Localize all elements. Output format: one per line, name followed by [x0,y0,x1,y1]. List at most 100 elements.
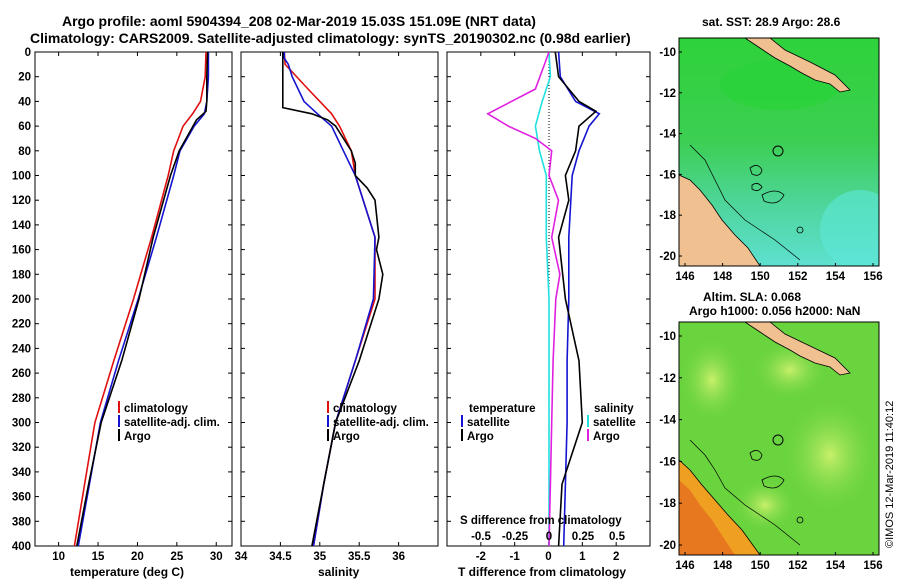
x-tick-label: 2 [613,551,619,563]
salinity-panel-frame [240,51,439,547]
papua-new-guinea-coast [744,38,851,93]
salinity-legend: climatology satellite-adj. clim. Argo [327,401,429,443]
map-lon-label: 146 [675,560,694,572]
map-lat-label: -10 [659,331,676,343]
x-tick-label: 34 [235,551,248,563]
x-tick-label: 1 [579,551,586,563]
x-tick-label: 20 [131,551,144,563]
depth-tick-label: 160 [12,245,31,257]
t-difference-xlabel: T difference from climatology [458,565,626,579]
depth-tick-label: 100 [12,171,31,183]
sst-map-axes: 146 148 150 152 154 156 -10 -12 -14 -16 -18 -20 [659,47,882,283]
island-marker [796,516,804,524]
map-lat-label: -16 [659,456,676,468]
map-lat-label: -10 [659,47,676,59]
depth-axis: 0 20 40 60 80 100 120 140 160 180 200 220 240 260 280 3… [12,47,650,553]
map-lon-label: 148 [713,271,733,283]
island-marker [796,226,804,234]
salinity-lines [281,51,384,547]
high-sla-core [679,480,735,555]
reefs [749,450,785,489]
sst-patch [720,60,840,110]
difference-panel: -2 -1 0 1 2 T difference from climatology S … [446,51,651,579]
legend-satellite: satellite-adj. clim. [333,417,429,429]
legend-argo: Argo [333,431,360,443]
depth-tick-label: 180 [12,269,31,281]
x-tick-label: 35 [313,551,326,563]
s-tick-label: -0.25 [502,531,529,543]
s-tick-label: 0 [546,531,552,543]
map-lat-label: -18 [659,498,676,510]
legend-t-argo: Argo [467,431,494,443]
sla-map-title-2: Argo h1000: 0.056 h2000: NaN [689,304,860,318]
legend-climatology: climatology [124,403,189,415]
x-tick-label: 10 [52,551,65,563]
map-lon-label: 150 [751,560,770,572]
reefs [749,165,785,204]
sst-map: sat. SST: 28.9 Argo: 28.6 146 148 150 152 15… [659,15,882,283]
map-lat-label: -20 [659,540,676,552]
depth-tick-label: 0 [25,47,31,59]
sst-map-title: sat. SST: 28.9 Argo: 28.6 [702,15,841,29]
argo-location-marker [772,145,784,157]
map-lon-label: 156 [863,560,882,572]
legend-temperature-heading: temperature [469,403,535,415]
climatology-line [283,51,376,547]
map-lat-label: -12 [659,88,676,100]
depth-tick-label: 200 [12,294,31,306]
satellite-line [77,52,210,547]
sla-map-title-1: Altim. SLA: 0.068 [703,290,801,304]
depth-tick-label: 320 [12,442,31,454]
map-lat-label: -18 [659,210,676,222]
difference-legend: temperature satellite Argo salinity sate… [461,403,636,443]
difference-lines [486,51,601,547]
map-lat-label: -20 [659,251,676,263]
depth-tick-label: 300 [12,418,31,430]
map-lon-label: 148 [713,560,733,572]
sla-anomaly [682,340,742,420]
depth-tick-label: 280 [12,393,31,405]
depth-tick-label: 220 [12,319,31,331]
legend-climatology: climatology [333,403,398,415]
temperature-x-axis: 10 15 20 25 30 [52,52,223,563]
s-argo-line [486,51,561,547]
header-line-2: Climatology: CARS2009. Satellite-adjuste… [30,30,631,46]
salinity-panel: 34 34.5 35 35.5 36 salinity climatology sate… [235,51,439,579]
header-line-1: Argo profile: aoml 5904394_208 02-Mar-20… [62,13,536,29]
depth-tick-label: 400 [12,541,31,553]
sla-anomaly [785,400,875,510]
x-tick-label: -1 [510,551,521,563]
x-tick-label: 0 [545,551,551,563]
map-lat-label: -12 [659,373,676,385]
map-lon-label: 152 [788,271,807,283]
sla-anomaly [735,480,795,530]
sst-map-frame [678,37,880,267]
imos-credit: ©IMOS 12-Mar-2019 11:40:12 [884,401,896,548]
legend-salinity-heading: salinity [594,403,634,415]
map-lat-label: -14 [659,415,676,427]
argo-location-marker [772,434,784,446]
depth-tick-label: 60 [18,121,31,133]
s-tick-label: 0.5 [609,531,626,543]
t-difference-x-axis: -2 -1 0 1 2 [476,52,619,563]
depth-tick-label: 340 [12,467,31,479]
legend-s-argo: Argo [593,431,620,443]
depth-tick-label: 120 [12,195,31,207]
map-lon-label: 152 [788,560,807,572]
depth-tick-label: 40 [18,96,31,108]
temperature-legend: climatology satellite-adj. clim. Argo [118,401,220,443]
legend-t-satellite: satellite [467,417,510,429]
argo-line [76,51,209,547]
depth-tick-label: 140 [12,220,31,232]
papua-new-guinea-coast [744,322,851,376]
depth-tick-label: 20 [18,72,31,84]
x-tick-label: 35.5 [348,551,371,563]
sla-map-frame [678,321,880,556]
satellite-line [283,52,376,547]
map-lat-label: -16 [659,169,676,181]
x-tick-label: -2 [476,551,486,563]
australia-coast [679,174,761,266]
x-tick-label: 30 [210,551,223,563]
legend-satellite: satellite-adj. clim. [124,417,220,429]
